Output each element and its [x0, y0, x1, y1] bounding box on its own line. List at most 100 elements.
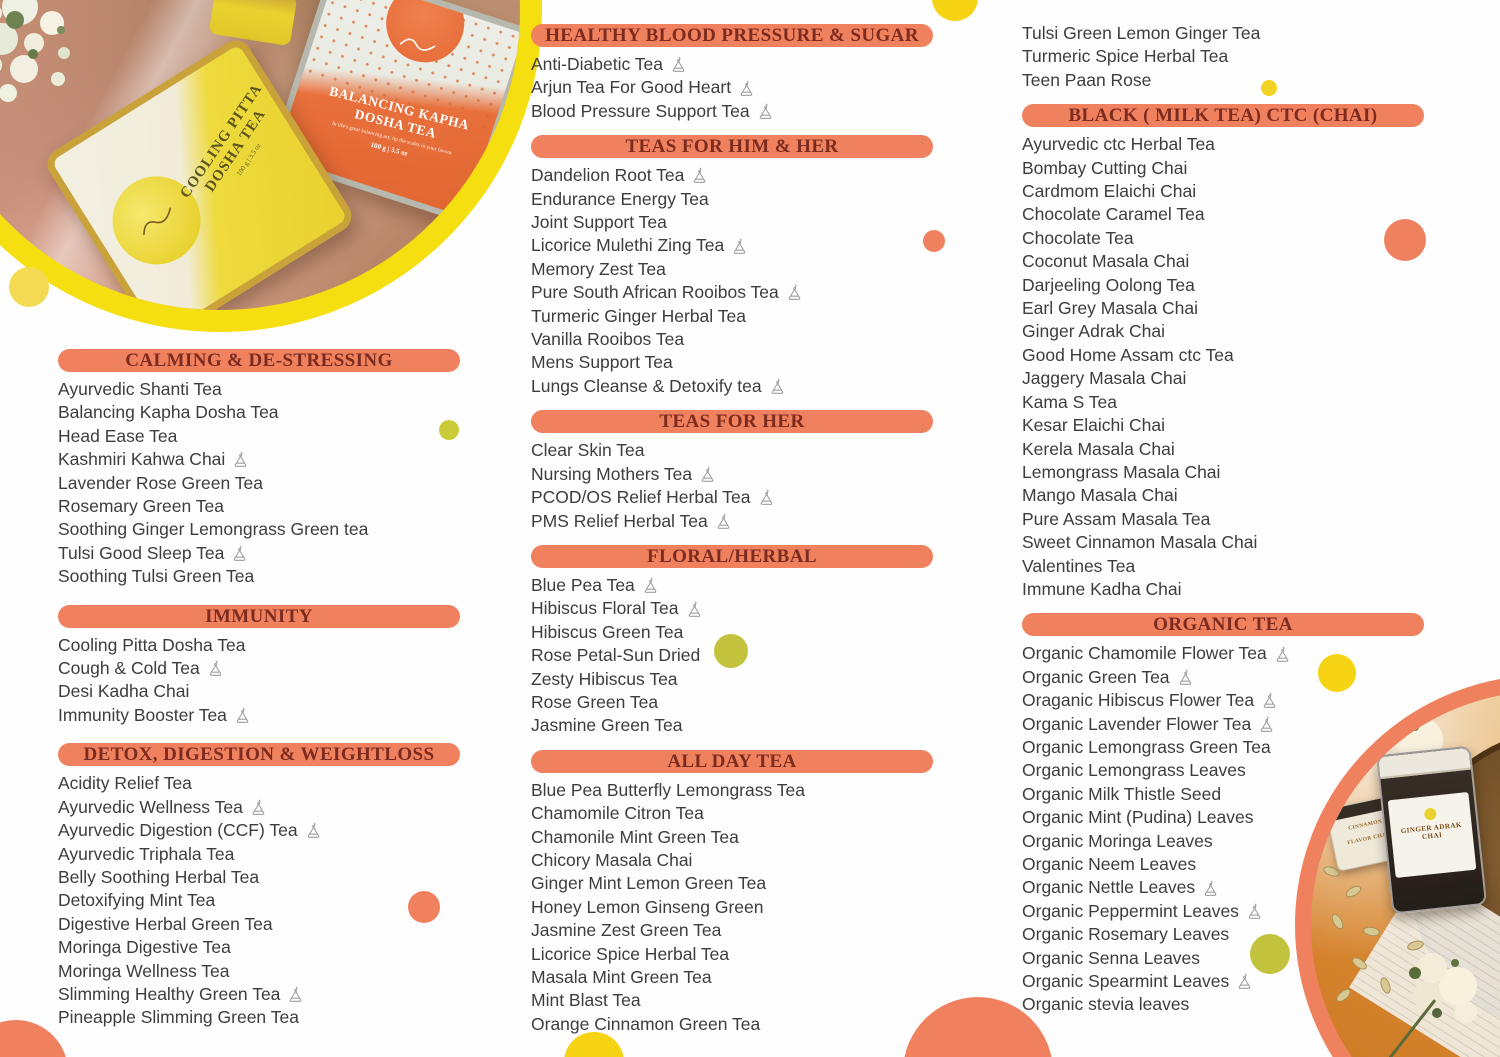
tea-item-label: Ayurvedic Shanti Tea [58, 379, 222, 399]
tea-item-label: Endurance Energy Tea [531, 188, 709, 209]
tea-item-label: Cooling Pitta Dosha Tea [58, 634, 246, 655]
teabag-icon [235, 707, 250, 724]
tea-item-label: Tulsi Green Lemon Ginger Tea [1022, 23, 1261, 43]
tea-item-label: Lemongrass Masala Chai [1022, 461, 1221, 482]
tea-item-label: Organic Lemongrass Leaves [1022, 760, 1246, 781]
tea-item-label: Turmeric Ginger Herbal Tea [531, 305, 746, 326]
balancing-kapha-tin: BALANCING KAPHA DOSHA TEA In life's grea… [268, 0, 520, 225]
tea-item-label: Hibiscus Floral Tea [531, 598, 679, 619]
tea-item-label: Clear Skin Tea [531, 440, 645, 461]
tea-item: Kerela Masala Chai [1022, 438, 1424, 461]
tea-item-label: Earl Grey Masala Chai [1022, 298, 1199, 319]
tea-item-label: Head Ease Tea [58, 425, 178, 446]
tea-item-list: Acidity Relief Tea Ayurvedic Wellness Tea… [58, 772, 460, 1029]
tea-item: Immune Kadha Chai [1022, 578, 1424, 601]
tea-item-label: Vanilla Rooibos Tea [531, 329, 685, 350]
section-header-label: HEALTHY BLOOD PRESSURE & SUGAR [545, 25, 919, 46]
tea-item-label: Chocolate Caramel Tea [1022, 204, 1205, 225]
decorative-circle [9, 267, 49, 307]
tea-item: Organic Milk Thistle Seed [1022, 783, 1424, 806]
tea-item: Anti-Diabetic Tea [531, 53, 933, 76]
tea-item-label: Mens Support Tea [531, 352, 673, 373]
tea-item-label: Joint Support Tea [531, 212, 667, 233]
tea-item: Valentines Tea [1022, 555, 1424, 578]
tea-item: Belly Soothing Herbal Tea [58, 866, 460, 889]
tea-item: Rosemary Green Tea [58, 495, 460, 518]
decorative-circle [1250, 934, 1290, 974]
tea-item: Sweet Cinnamon Masala Chai [1022, 531, 1424, 554]
tea-item-label: Blue Pea Butterfly Lemongrass Tea [531, 779, 806, 800]
teabag-icon [251, 799, 266, 816]
tea-item-label: Kerela Masala Chai [1022, 438, 1175, 459]
tea-item: Zesty Hibiscus Tea [531, 668, 933, 691]
tea-item-label: Organic Nettle Leaves [1022, 877, 1196, 898]
teabag-icon [208, 660, 223, 677]
tea-item-label: Immunity Booster Tea [58, 704, 227, 725]
tea-item: Lavender Rose Green Tea [58, 472, 460, 495]
menu-section: HEALTHY BLOOD PRESSURE & SUGAR Anti-Diabe… [531, 24, 933, 123]
menu-column-mid: HEALTHY BLOOD PRESSURE & SUGAR Anti-Diabe… [531, 24, 933, 1048]
tea-item-label: Darjeeling Oolong Tea [1022, 274, 1195, 295]
tea-item: Darjeeling Oolong Tea [1022, 274, 1424, 297]
tea-item: Lemongrass Masala Chai [1022, 461, 1424, 484]
tea-item: Hibiscus Green Tea [531, 621, 933, 644]
tea-item-label: Ayurvedic ctc Herbal Tea [1022, 134, 1215, 155]
tea-item-label: Digestive Herbal Green Tea [58, 913, 273, 934]
tea-item-label: Valentines Tea [1022, 555, 1136, 576]
decorative-circle [714, 634, 748, 668]
teabag-icon [1262, 692, 1277, 709]
menu-section: DETOX, DIGESTION & WEIGHTLOSS Acidity Rel… [58, 743, 460, 1029]
tea-item: Slimming Healthy Green Tea [58, 983, 460, 1006]
tea-item: Pure South African Rooibos Tea [531, 281, 933, 304]
menu-section: FLORAL/HERBAL Blue Pea Tea Hibiscus Floral… [531, 544, 933, 738]
tea-item: Joint Support Tea [531, 211, 933, 234]
tea-item: Cooling Pitta Dosha Tea [58, 634, 460, 657]
tea-item-label: Organic Spearmint Leaves [1022, 971, 1230, 992]
tea-item-label: Ayurvedic Digestion (CCF) Tea [58, 820, 298, 841]
tea-item-label: Acidity Relief Tea [58, 773, 192, 794]
tea-item-label: Teen Paan Rose [1022, 69, 1152, 90]
menu-section: IMMUNITY Cooling Pitta Dosha Tea Cough & C… [58, 604, 460, 728]
teabag-icon [671, 56, 686, 73]
tea-item: Orange Cinnamon Green Tea [531, 1013, 933, 1036]
tea-item: Vanilla Rooibos Tea [531, 328, 933, 351]
tea-item-label: Sweet Cinnamon Masala Chai [1022, 532, 1258, 553]
tea-item-label: Chocolate Tea [1022, 227, 1134, 248]
section-header-label: TEAS FOR HER [659, 411, 805, 433]
tea-item: Detoxifying Mint Tea [58, 889, 460, 912]
decorative-circle [1261, 80, 1277, 96]
tea-item-label: Pineapple Slimming Green Tea [58, 1007, 299, 1028]
teabag-icon [1178, 669, 1193, 686]
tea-item: Moringa Wellness Tea [58, 960, 460, 983]
tea-item: Endurance Energy Tea [531, 188, 933, 211]
tea-item-label: Jasmine Green Tea [531, 715, 683, 736]
tea-item-label: Soothing Ginger Lemongrass Green tea [58, 519, 369, 540]
tea-item: Moringa Digestive Tea [58, 936, 460, 959]
tea-item-label: Chamonile Mint Green Tea [531, 826, 739, 847]
tea-item: Head Ease Tea [58, 425, 460, 448]
section-header-banner: FLORAL/HERBAL [531, 544, 933, 568]
tea-item-label: Turmeric Spice Herbal Tea [1022, 46, 1229, 67]
section-header-banner: BLACK ( MILK TEA) CTC (CHAI) [1022, 104, 1424, 128]
tea-item: Organic stevia leaves [1022, 993, 1424, 1016]
section-header-banner: TEAS FOR HIM & HER [531, 135, 933, 159]
tea-item: Chicory Masala Chai [531, 849, 933, 872]
tea-item: Organic Lemongrass Green Tea [1022, 736, 1424, 759]
tea-item-label: Rose Petal-Sun Dried [531, 645, 701, 666]
tea-item: Clear Skin Tea [531, 439, 933, 462]
tea-item: Good Home Assam ctc Tea [1022, 344, 1424, 367]
brand-logo-icon [95, 159, 218, 281]
tea-item: Cough & Cold Tea [58, 657, 460, 680]
tea-item: Tulsi Good Sleep Tea [58, 542, 460, 565]
teabag-icon [732, 238, 747, 255]
tea-item: Turmeric Ginger Herbal Tea [531, 305, 933, 328]
teabag-icon [232, 545, 247, 562]
tea-item-label: Rosemary Green Tea [58, 496, 225, 517]
menu-section: ORGANIC TEA Organic Chamomile Flower Tea O… [1022, 613, 1424, 1017]
tea-item-label: Organic Rosemary Leaves [1022, 924, 1230, 945]
tea-item: Organic Lavender Flower Tea [1022, 713, 1424, 736]
teabag-icon [1247, 903, 1262, 920]
tea-item-list: Clear Skin Tea Nursing Mothers Tea PCOD/OS… [531, 439, 933, 533]
brand-logo-icon [376, 0, 475, 73]
tea-item: Coconut Masala Chai [1022, 250, 1424, 273]
